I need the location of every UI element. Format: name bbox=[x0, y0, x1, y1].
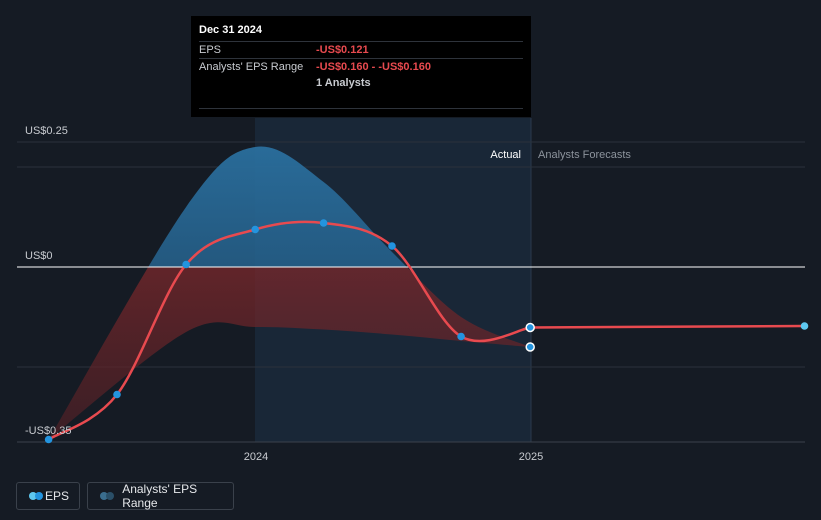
eps-point[interactable] bbox=[525, 322, 535, 333]
range-point[interactable] bbox=[525, 342, 535, 352]
eps-point[interactable] bbox=[800, 322, 809, 330]
tooltip-eps-label: EPS bbox=[199, 44, 222, 56]
tooltip-analysts-value: 1 Analysts bbox=[316, 77, 371, 89]
y-top-label: US$0.25 bbox=[25, 125, 68, 137]
actual-label: Actual bbox=[490, 149, 521, 161]
tooltip-row-analysts: 1 Analysts bbox=[199, 75, 523, 92]
legend-analysts-range[interactable]: Analysts' EPS Range bbox=[87, 482, 234, 510]
range-band-positive bbox=[148, 146, 407, 267]
legend-range-label: Analysts' EPS Range bbox=[122, 482, 198, 510]
tooltip-range-value: -US$0.160 - -US$0.160 bbox=[316, 61, 431, 73]
x-tick-2024: 2024 bbox=[244, 451, 268, 463]
legend-eps[interactable]: EPS bbox=[16, 482, 80, 510]
y-bottom-label: -US$0.35 bbox=[25, 425, 71, 437]
eps-point[interactable] bbox=[388, 242, 396, 250]
legend-eps-label: EPS bbox=[44, 489, 69, 503]
eps-point[interactable] bbox=[319, 219, 328, 227]
tooltip-divider bbox=[199, 108, 523, 109]
analysts-eps-range-band bbox=[48, 146, 531, 440]
eps-points bbox=[44, 219, 809, 444]
eps-swatch-icon bbox=[29, 492, 43, 500]
eps-point[interactable] bbox=[44, 435, 53, 444]
eps-point[interactable] bbox=[113, 390, 121, 399]
range-swatch-icon bbox=[100, 492, 114, 500]
tooltip: Dec 31 2024 EPS -US$0.121 Analysts' EPS … bbox=[191, 16, 531, 117]
tooltip-range-label: Analysts' EPS Range bbox=[199, 61, 304, 73]
forecast-label: Analysts Forecasts bbox=[538, 149, 631, 161]
tooltip-row-eps: EPS -US$0.121 bbox=[199, 41, 523, 59]
eps-point[interactable] bbox=[182, 260, 190, 269]
eps-point[interactable] bbox=[457, 332, 465, 341]
tooltip-date: Dec 31 2024 bbox=[199, 24, 262, 36]
x-tick-2025: 2025 bbox=[519, 451, 543, 463]
tooltip-row-range: Analysts' EPS Range -US$0.160 - -US$0.16… bbox=[199, 58, 523, 76]
eps-line bbox=[47, 220, 805, 441]
y-zero-label: US$0 bbox=[25, 250, 53, 262]
eps-point[interactable] bbox=[251, 225, 259, 234]
range-band-negative bbox=[48, 267, 531, 440]
tooltip-eps-value: -US$0.121 bbox=[316, 44, 369, 56]
